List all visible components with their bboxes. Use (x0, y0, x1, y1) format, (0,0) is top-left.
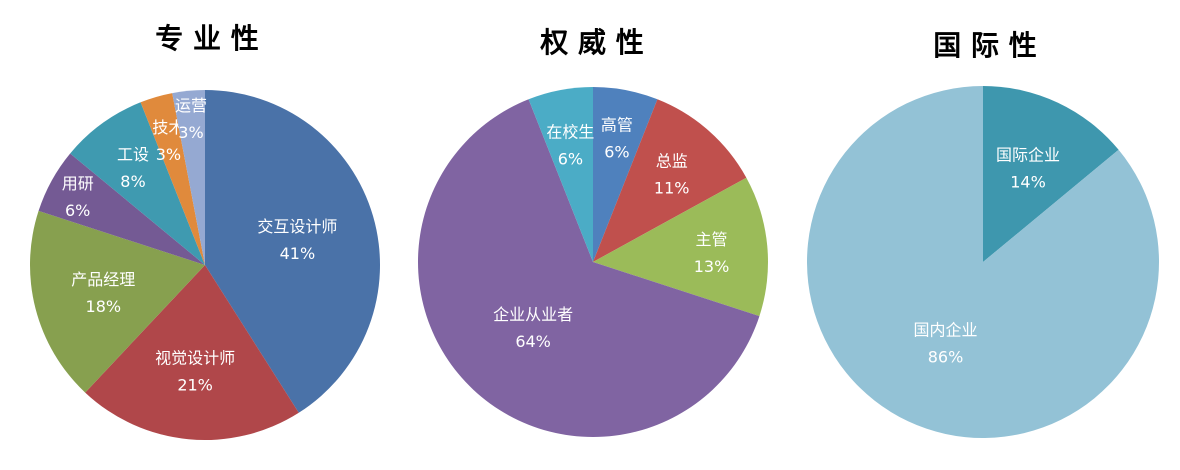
slice-category-label: 用研 (62, 174, 94, 193)
slice-category-label: 主管 (695, 230, 727, 249)
slice-value-label: 6% (558, 149, 583, 168)
slice-value-label: 18% (86, 297, 122, 316)
pie-slice (70, 102, 205, 265)
slice-category-label: 总监 (656, 152, 688, 171)
pie-slice (205, 90, 381, 413)
pie-slice (140, 93, 205, 265)
slice-value-label: 41% (280, 244, 316, 263)
chart-authority: 高管 6% 总监 11% 主管 13% 企业从业者 64% 在校生 6% 权 威 性 (417, 26, 768, 438)
pie-slice (528, 87, 593, 262)
slice-value-label: 3% (178, 123, 203, 142)
slice-value-label: 14% (1010, 173, 1046, 192)
pie-slice (85, 265, 299, 441)
pie-slice (983, 86, 1119, 262)
slice-value-label: 6% (604, 143, 629, 162)
pie-slice (38, 153, 205, 265)
pie-slice (593, 177, 768, 317)
slice-value-label: 64% (515, 332, 551, 351)
slice-value-label: 13% (694, 257, 730, 276)
slice-category-label: 国内企业 (913, 321, 977, 340)
slice-category-label: 工设 (117, 145, 149, 164)
pie-slice (593, 99, 747, 262)
chart-professionalism: 交互设计师41%视觉设计师21%产品经理18%用研6%工设8%技术3%运营3%专… (30, 22, 381, 441)
slice-category-label: 运营 (175, 96, 207, 115)
chart-internationality: 国际企业 14% 国内企业 86% 国 际 性 (807, 29, 1160, 439)
pie-slice (417, 99, 760, 438)
slice-category-label: 交互设计师 (257, 217, 337, 236)
slice-category-label: 高管 (601, 116, 633, 135)
slice-category-label: 企业从业者 (493, 305, 573, 324)
slice-value-label: 21% (177, 376, 213, 395)
pie-slice (593, 87, 658, 262)
slice-category-label: 产品经理 (71, 270, 135, 289)
pie-slice (807, 86, 1160, 439)
slice-value-label: 86% (928, 348, 964, 367)
slice-value-label: 11% (654, 179, 690, 198)
chart-title-authority: 权 威 性 (539, 26, 644, 59)
slice-category-label: 视觉设计师 (155, 349, 235, 368)
slice-value-label: 3% (156, 145, 181, 164)
slice-category-label: 国际企业 (996, 146, 1060, 165)
slice-value-label: 8% (120, 172, 145, 191)
slice-category-label: 在校生 (546, 122, 594, 141)
slice-category-label: 技术 (152, 118, 184, 137)
chart-title-internationality: 国 际 性 (933, 29, 1037, 62)
pie-slice (172, 90, 205, 265)
pie-slice (30, 210, 206, 393)
slice-value-label: 6% (65, 201, 90, 220)
chart-title-professionalism: 专 业 性 (155, 22, 259, 55)
